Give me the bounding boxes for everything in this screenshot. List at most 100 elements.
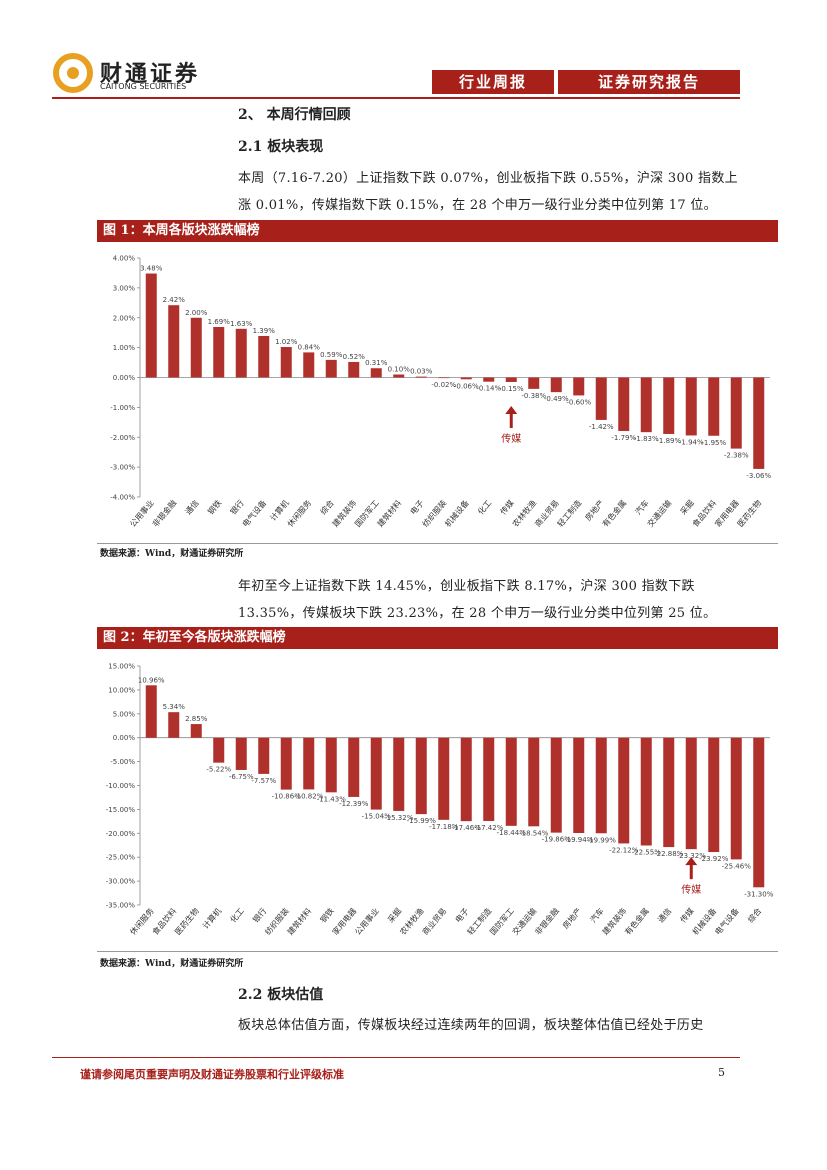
x-tick-label: 休闲服务	[285, 498, 313, 529]
bar	[258, 737, 270, 774]
header-tab: 行业周报	[432, 70, 554, 94]
value-label: -15.32%	[384, 814, 414, 822]
value-label: -22.88%	[654, 850, 684, 858]
x-tick-label: 房地产	[583, 498, 606, 523]
bar	[168, 305, 180, 378]
value-label: 0.84%	[298, 343, 321, 351]
value-label: -19.99%	[587, 836, 617, 844]
footer-rule	[52, 1057, 740, 1058]
x-tick-label: 轻工制造	[555, 498, 583, 529]
x-tick-label: 传媒	[678, 906, 696, 925]
value-label: -5.22%	[206, 766, 231, 774]
x-tick-label: 电子	[453, 906, 471, 925]
y-tick-label: 15.00%	[108, 663, 135, 671]
y-tick-label: -30.00%	[106, 878, 136, 886]
x-tick-label: 医药生物	[735, 498, 763, 529]
value-label: 10.96%	[138, 676, 165, 684]
value-label: 2.42%	[163, 296, 186, 304]
figure-title: 图 1：本周各版块涨跌幅榜	[97, 220, 778, 242]
y-tick-label: -1.00%	[110, 404, 135, 412]
x-tick-label: 医药生物	[173, 906, 201, 937]
value-label: -0.06%	[454, 382, 479, 390]
x-tick-label: 计算机	[200, 906, 223, 931]
annotation: 传媒	[501, 433, 521, 445]
x-tick-label: 非银金融	[533, 906, 561, 937]
y-tick-label: -15.00%	[106, 806, 136, 814]
bar	[415, 737, 427, 815]
bar	[280, 737, 292, 790]
value-label: -18.54%	[519, 829, 549, 837]
bar	[550, 377, 562, 393]
bar	[573, 737, 585, 834]
value-label: 5.34%	[163, 703, 186, 711]
bar	[190, 317, 202, 378]
value-label: -22.55%	[632, 848, 662, 856]
value-label: -0.49%	[544, 395, 569, 403]
x-tick-label: 采掘	[678, 498, 696, 517]
value-label: -0.02%	[431, 381, 456, 389]
bar	[685, 737, 697, 850]
x-tick-label: 非银金融	[150, 498, 178, 529]
annotation: 传媒	[681, 884, 701, 896]
value-label: -2.38%	[724, 452, 749, 460]
y-tick-label: -35.00%	[106, 902, 136, 910]
y-tick-label: 4.00%	[113, 255, 136, 263]
chart: 15.00% 10.00% 5.00% 0.00% -5.00% -10.00% -15.0…	[106, 663, 774, 937]
paragraph: 年初至今上证指数下跌 14.45%，创业板指下跌 8.17%，沪深 300 指数…	[238, 579, 717, 621]
section-heading: 2、 本周行情回顾	[238, 107, 351, 123]
bar	[573, 377, 585, 396]
bar	[505, 737, 517, 826]
source: 数据来源：Wind，财通证券研究所	[100, 959, 244, 969]
bar	[190, 724, 202, 738]
bar	[325, 359, 337, 378]
y-tick-label: 3.00%	[113, 284, 136, 292]
x-tick-label: 钢铁	[318, 906, 336, 925]
value-label: -3.06%	[746, 472, 771, 480]
bar	[415, 376, 427, 378]
bar	[303, 737, 315, 790]
value-label: -17.18%	[429, 823, 459, 831]
value-label: -1.83%	[634, 435, 659, 443]
logo-icon	[53, 53, 93, 93]
x-tick-label: 化工	[475, 498, 493, 517]
bar	[595, 377, 607, 420]
x-tick-label: 有色金属	[623, 906, 651, 937]
bar	[663, 737, 675, 848]
paragraph: 板块总体估值方面，传媒板块经过连续两年的回调，板块整体估值已经处于历史	[238, 1018, 704, 1033]
logo-text: 财通证券	[100, 61, 201, 87]
x-tick-label: 公用事业	[353, 906, 381, 937]
x-tick-label: 房地产	[560, 906, 583, 931]
bar	[393, 374, 405, 378]
x-tick-label: 汽车	[588, 906, 606, 925]
x-tick-label: 商业贸易	[420, 906, 448, 937]
value-label: -10.86%	[272, 793, 302, 801]
value-label: -1.89%	[656, 437, 681, 445]
bar	[505, 377, 517, 382]
footer-note: 谨请参阅尾页重要声明及财通证券股票和行业评级标准	[80, 1068, 344, 1081]
value-label: -7.57%	[251, 777, 276, 785]
bar	[618, 377, 630, 431]
bar	[460, 377, 472, 380]
value-label: -25.46%	[722, 862, 752, 870]
value-label: -17.46%	[452, 824, 482, 832]
rule	[97, 543, 778, 544]
value-label: 2.00%	[185, 309, 208, 317]
bar	[640, 377, 652, 433]
x-tick-label: 汽车	[633, 498, 651, 517]
value-label: 0.31%	[365, 359, 388, 367]
subsection-heading: 2.1 板块表现	[238, 139, 324, 155]
x-tick-label: 通信	[655, 906, 673, 925]
value-label: 1.69%	[208, 318, 231, 326]
value-label: -1.94%	[679, 438, 704, 446]
value-label: -0.15%	[499, 385, 524, 393]
bar	[550, 737, 562, 833]
bar	[303, 352, 315, 378]
bar	[213, 327, 225, 378]
bar	[438, 737, 450, 820]
y-tick-label: 0.00%	[113, 374, 136, 382]
value-label: -19.94%	[564, 836, 594, 844]
bar	[618, 737, 630, 844]
x-tick-label: 建筑材料	[375, 498, 403, 529]
value-label: 1.02%	[275, 338, 298, 346]
